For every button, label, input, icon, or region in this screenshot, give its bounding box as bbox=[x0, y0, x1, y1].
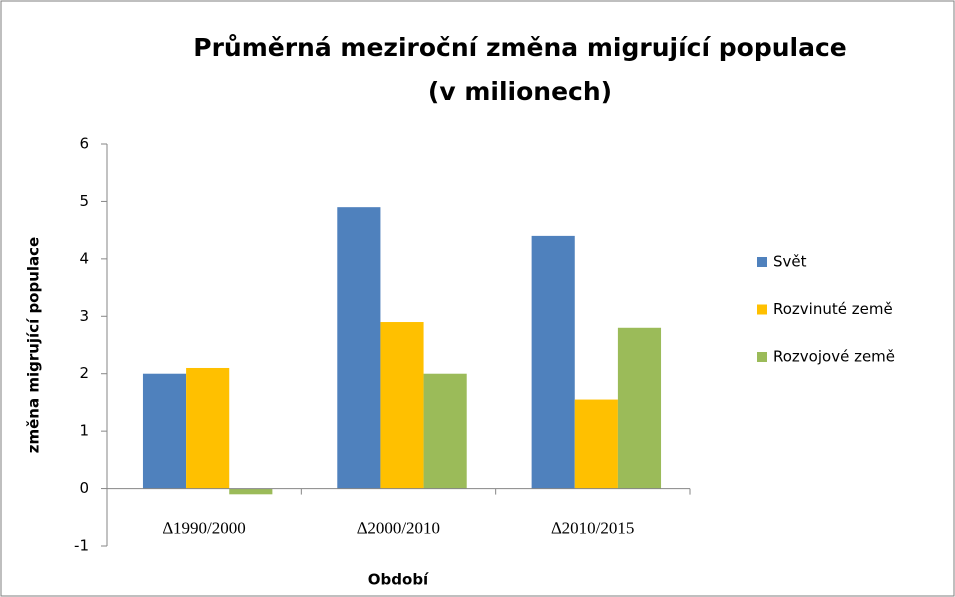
bar bbox=[186, 367, 230, 489]
y-tick-label: 6 bbox=[79, 135, 89, 153]
bar bbox=[531, 235, 575, 489]
x-tick-label: ∆1990/2000 bbox=[163, 518, 246, 537]
legend-swatch bbox=[757, 352, 767, 362]
y-tick-label: 1 bbox=[79, 422, 89, 440]
bar bbox=[142, 373, 187, 489]
legend-label: Svět bbox=[773, 253, 807, 271]
legend-swatch bbox=[757, 304, 767, 315]
y-tick-label: 0 bbox=[79, 479, 89, 497]
y-tick-label: 4 bbox=[79, 249, 89, 267]
bar bbox=[380, 322, 424, 489]
x-tick-label: ∆2010/2015 bbox=[551, 518, 634, 537]
chart-title: Průměrná meziroční změna migrující popul… bbox=[193, 33, 846, 62]
y-tick-label: 5 bbox=[79, 192, 89, 210]
y-tick-label: 2 bbox=[79, 364, 89, 382]
bar bbox=[337, 207, 381, 489]
bar bbox=[229, 488, 273, 495]
bar bbox=[574, 399, 618, 489]
legend-label: Rozvojové země bbox=[773, 348, 895, 366]
x-axis-title: Období bbox=[368, 571, 429, 589]
chart-title: (v milionech) bbox=[428, 77, 612, 106]
y-axis-title: změna migrující populace bbox=[25, 237, 43, 453]
y-tick-label: 3 bbox=[79, 307, 89, 325]
x-tick-label: ∆2000/2010 bbox=[357, 518, 440, 537]
bar bbox=[617, 327, 662, 489]
y-tick-label: -1 bbox=[74, 537, 89, 555]
legend-label: Rozvinuté země bbox=[773, 300, 893, 318]
legend-swatch bbox=[757, 257, 767, 267]
bar bbox=[423, 373, 467, 489]
